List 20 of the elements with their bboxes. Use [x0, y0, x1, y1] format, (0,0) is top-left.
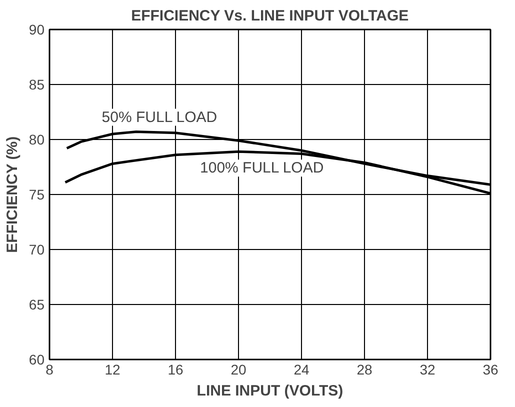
x-tick-label: 36 — [482, 362, 498, 378]
y-tick-label: 85 — [28, 76, 45, 92]
x-tick-label: 24 — [294, 362, 310, 378]
x-tick-label: 12 — [104, 362, 120, 378]
y-tick-label: 70 — [28, 242, 45, 258]
x-tick-label: 20 — [230, 362, 246, 378]
y-tick-label: 90 — [28, 22, 45, 38]
y-axis-title: EFFICIENCY (%) — [4, 136, 21, 253]
x-tick-label: 28 — [356, 362, 372, 378]
x-tick-label: 8 — [46, 362, 54, 378]
y-tick-label: 80 — [28, 132, 45, 148]
series-label: 50% FULL LOAD — [102, 108, 218, 126]
x-tick-label: 32 — [420, 362, 436, 378]
x-axis-title: LINE INPUT (VOLTS) — [196, 382, 344, 400]
y-tick-label: 60 — [28, 352, 45, 368]
y-tick-label: 65 — [28, 296, 45, 312]
y-tick-label: 75 — [28, 186, 45, 202]
chart-title: EFFICIENCY Vs. LINE INPUT VOLTAGE — [131, 8, 409, 24]
series-label: 100% FULL LOAD — [200, 160, 324, 177]
x-tick-label: 16 — [168, 362, 184, 378]
